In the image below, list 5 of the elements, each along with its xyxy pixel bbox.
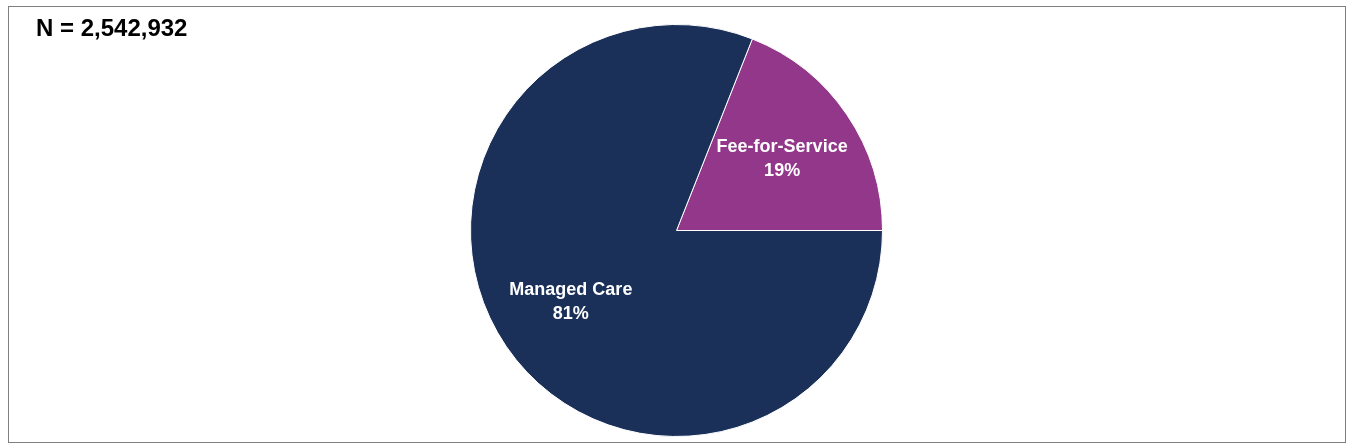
slice-label: Managed Care: [509, 279, 633, 300]
data-label: 19%: [764, 159, 801, 180]
data-label: 81%: [552, 303, 589, 324]
text: N = 2,542,932: [36, 14, 188, 42]
slice-label: Fee-for-Service: [716, 135, 848, 156]
